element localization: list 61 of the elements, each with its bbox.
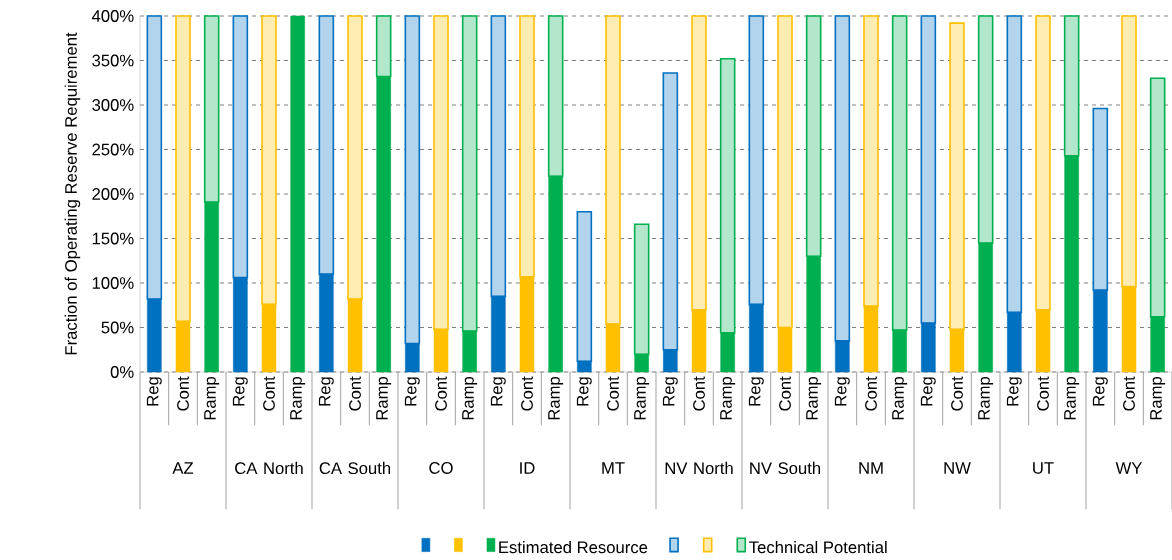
y-tick-label: 150% [92, 232, 134, 245]
legend-label: Estimated Resource [499, 540, 648, 554]
x-tick-label: Ramp [1064, 376, 1080, 420]
x-tick-label: Reg [662, 377, 678, 406]
x-tick-label: Cont [779, 376, 791, 411]
y-tick-label: 400% [91, 10, 134, 22]
text: CA North [235, 461, 303, 475]
y-tick-label: 200% [92, 188, 134, 200]
x-tick-label: Cont [521, 376, 533, 411]
x-tick-label: Cont [607, 376, 619, 411]
x-tick-label: Reg [748, 377, 764, 406]
x-tick-label: Reg [920, 377, 936, 406]
x-tick-label: Cont [865, 376, 877, 411]
x-tick-label: Cont [263, 376, 275, 411]
legend-label: Technical Potential [749, 540, 887, 554]
text: NM [859, 462, 883, 474]
y-tick-label: 350% [92, 54, 134, 67]
y-tick-label: 250% [92, 143, 134, 156]
text: WY [1115, 462, 1143, 474]
text: NV South [750, 461, 821, 475]
x-tick-label: Ramp [290, 376, 306, 420]
x-tick-label: Reg [404, 377, 420, 406]
text: CO [429, 462, 453, 474]
x-tick-label: Ramp [376, 376, 392, 420]
y-axis-title: Fraction of Operating Reserve Requirement [64, 32, 81, 355]
x-tick-label: Ramp [548, 376, 564, 420]
x-tick-label: Ramp [204, 376, 220, 420]
x-tick-label: Reg [576, 377, 592, 406]
text: NW [944, 462, 971, 474]
x-tick-label: Ramp [720, 376, 736, 420]
y-tick-label: 50% [101, 321, 134, 334]
text: UT [1033, 462, 1054, 474]
x-tick-label: Reg [1006, 377, 1022, 406]
y-tick-label: 0% [110, 366, 134, 378]
x-tick-label: Cont [951, 376, 963, 411]
x-tick-label: Reg [318, 377, 334, 406]
x-tick-label: Ramp [634, 376, 650, 420]
x-tick-label: Cont [693, 376, 705, 411]
x-tick-label: Reg [146, 377, 162, 406]
x-tick-label: Cont [435, 376, 447, 411]
x-tick-label: Cont [177, 376, 189, 411]
y-tick-label: 100% [92, 277, 134, 289]
text: NV North [665, 461, 733, 475]
x-tick-label: Reg [834, 377, 850, 406]
x-tick-label: Ramp [462, 376, 478, 420]
x-tick-label: Ramp [806, 376, 822, 420]
x-tick-label: Reg [232, 377, 248, 406]
x-tick-label: Ramp [892, 376, 908, 420]
x-tick-label: Ramp [978, 376, 994, 420]
text: ID [520, 462, 535, 474]
x-tick-label: Cont [1037, 376, 1049, 411]
x-tick-label: Reg [490, 377, 506, 406]
x-tick-label: Reg [1092, 377, 1108, 406]
text: MT [602, 462, 625, 474]
x-tick-label: Cont [349, 376, 361, 411]
text: AZ [172, 462, 194, 474]
text: CA South [319, 461, 391, 475]
x-tick-label: Cont [1123, 376, 1135, 411]
x-tick-label: Ramp [1150, 376, 1166, 420]
bar [290, 15, 305, 373]
y-tick-label: 300% [92, 99, 134, 111]
